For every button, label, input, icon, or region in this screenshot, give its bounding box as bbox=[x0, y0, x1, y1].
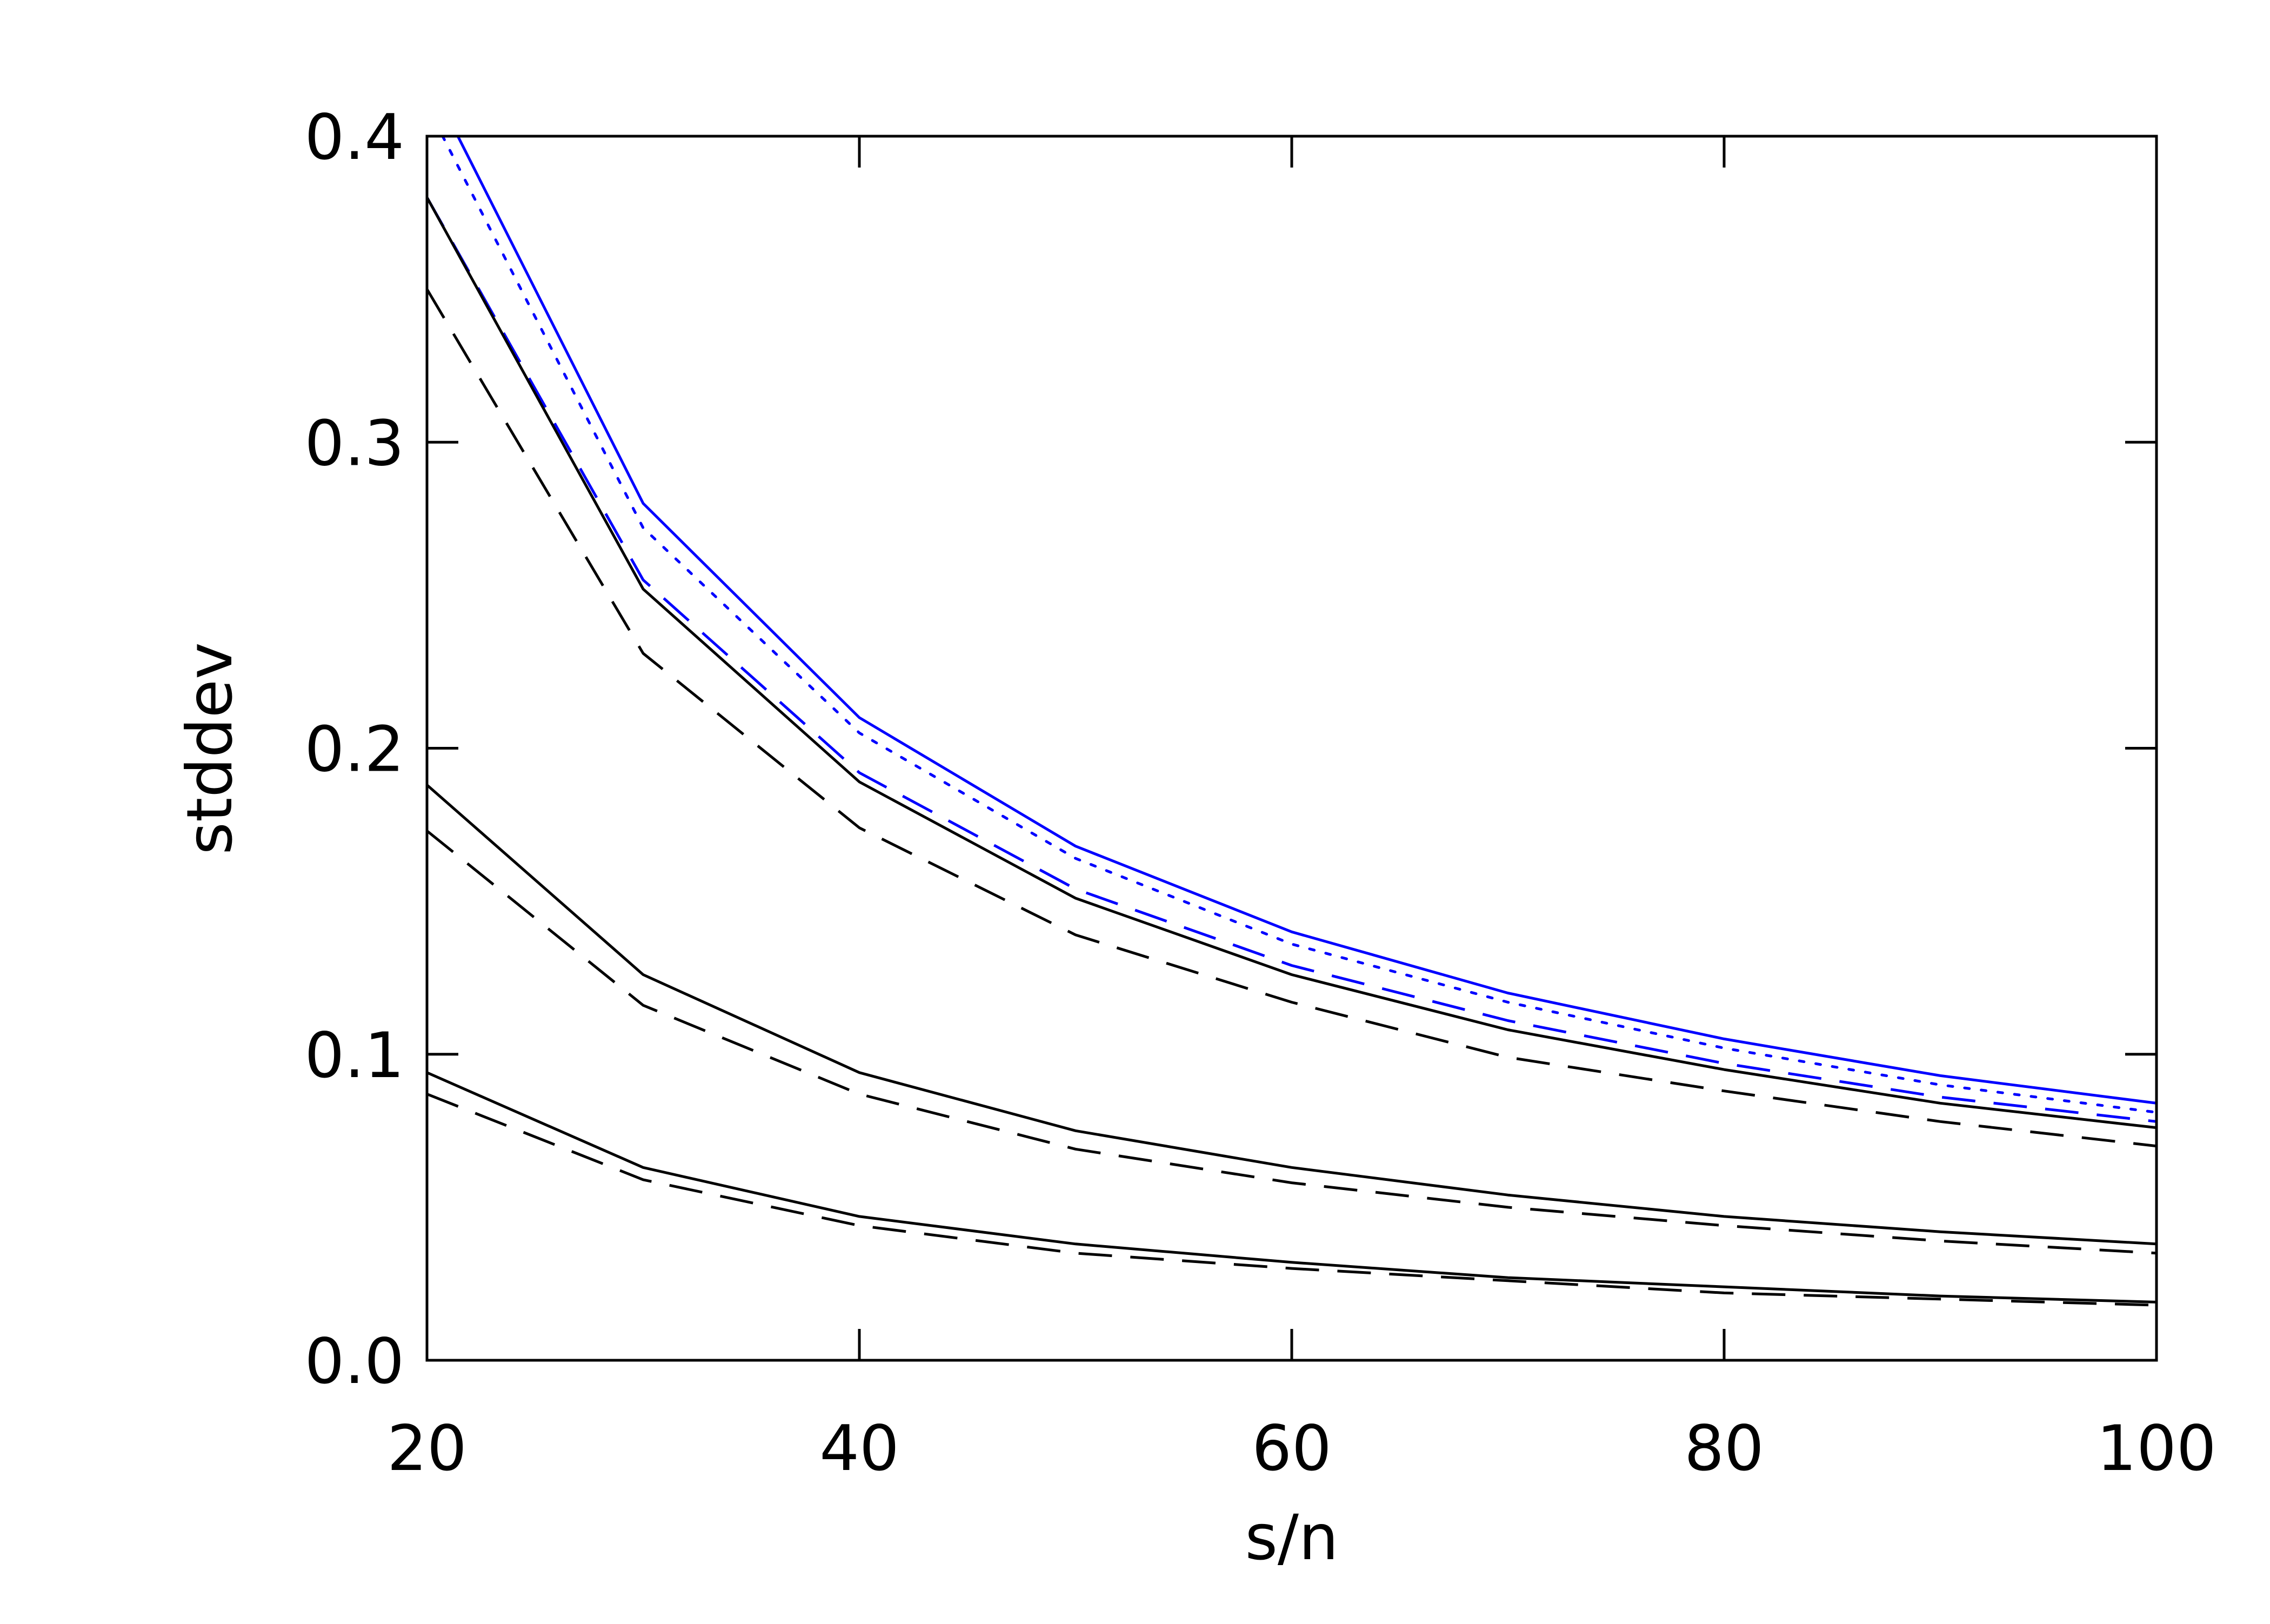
series-line-3 bbox=[427, 197, 2156, 1123]
ticks-layer bbox=[425, 135, 2158, 1362]
series-line-9 bbox=[427, 1093, 2156, 1307]
x-tick-label-1: 20 bbox=[387, 1412, 467, 1485]
y-tick-label-1: 0.0 bbox=[305, 1325, 404, 1398]
x-tick-label-2: 40 bbox=[819, 1412, 899, 1485]
series-line-8 bbox=[427, 1071, 2156, 1304]
x-tick-label-5: 100 bbox=[2097, 1412, 2216, 1485]
y-tick-label-4: 0.3 bbox=[305, 407, 404, 480]
tick-labels-layer: 20 40 60 80 100 0.0 0.1 0.2 0.3 0.4 bbox=[305, 101, 2216, 1485]
series-line-6 bbox=[427, 784, 2156, 1246]
series-line-5 bbox=[427, 288, 2156, 1148]
series-line-1 bbox=[456, 136, 2156, 1105]
series-line-4 bbox=[427, 197, 2156, 1130]
series-layer bbox=[427, 136, 2156, 1307]
x-tick-label-3: 60 bbox=[1252, 1412, 1332, 1485]
series-line-2 bbox=[441, 136, 2156, 1114]
y-tick-label-3: 0.2 bbox=[305, 713, 404, 786]
y-tick-label-5: 0.4 bbox=[305, 101, 404, 174]
x-tick-label-4: 80 bbox=[1684, 1412, 1764, 1485]
series-line-7 bbox=[427, 830, 2156, 1255]
x-axis-title: s/n bbox=[1245, 1501, 1338, 1574]
y-tick-label-2: 0.1 bbox=[305, 1019, 404, 1092]
y-axis-title: stddev bbox=[173, 642, 246, 854]
